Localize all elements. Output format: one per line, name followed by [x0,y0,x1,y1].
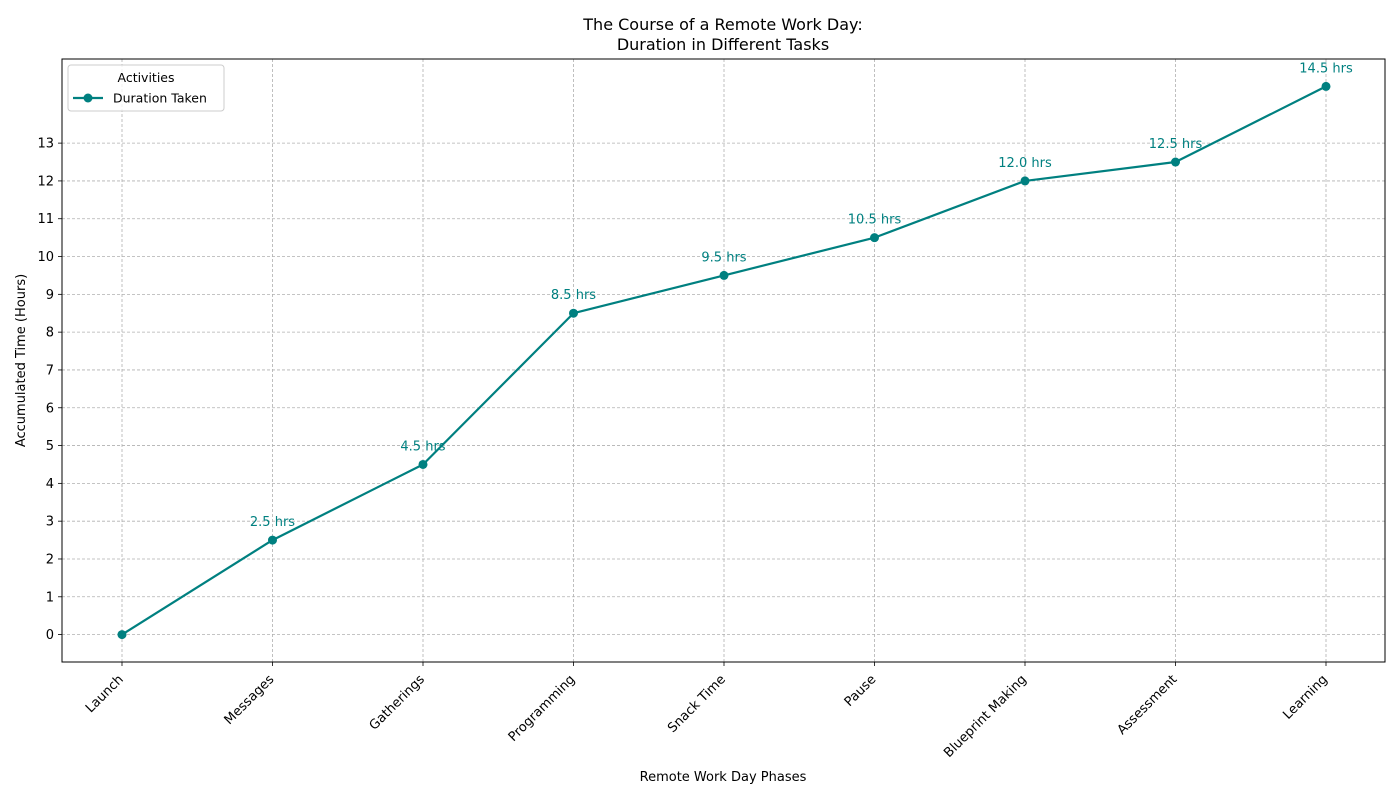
chart-title-line-1: The Course of a Remote Work Day: [582,15,862,34]
y-tick-label: 3 [46,515,54,530]
y-tick-label: 13 [37,137,54,152]
data-points [117,81,1331,640]
data-point [870,233,879,243]
data-label: 4.5 hrs [400,439,445,454]
data-label: 12.0 hrs [998,156,1052,171]
grid [62,59,1385,662]
y-tick-label: 0 [46,628,54,643]
data-point [1321,81,1331,91]
legend-box [67,64,225,112]
y-tick-label: 12 [37,174,54,189]
data-point [1020,176,1030,186]
y-tick-label: 9 [46,288,54,303]
y-tick-label: 8 [46,326,54,341]
data-point [569,308,578,318]
data-point [1171,157,1180,167]
data-label: 14.5 hrs [1299,61,1353,76]
y-tick-label: 4 [46,477,54,492]
data-label: 12.5 hrs [1149,137,1203,152]
y-tick-label: 2 [46,552,54,567]
data-point [418,459,428,469]
data-point [268,535,277,545]
y-tick-label: 10 [37,250,54,265]
legend: Activities Duration Taken [67,64,225,112]
data-point [117,630,127,640]
y-axis-label: Accumulated Time (Hours) [14,274,29,447]
chart-title-line-2: Duration in Different Tasks [617,35,829,54]
legend-entry-label: Duration Taken [113,91,207,106]
y-tick-label: 1 [46,590,54,605]
plot-frame [61,58,1386,663]
x-axis-label: Remote Work Day Phases [640,770,807,785]
legend-title: Activities [117,70,174,85]
y-tick-label: 11 [37,212,54,227]
data-label: 2.5 hrs [250,515,295,530]
legend-marker [83,93,93,103]
y-tick-label: 5 [46,439,54,454]
data-label: 8.5 hrs [551,288,596,303]
data-label: 9.5 hrs [701,250,746,265]
y-tick-label: 7 [46,363,54,378]
y-tick-label: 6 [46,401,54,416]
data-labels: 2.5 hrs 4.5 hrs 8.5 hrs 9.5 hrs 10.5 hrs 12.0… [250,61,1353,530]
data-point [719,270,729,280]
data-label: 10.5 hrs [848,213,902,228]
